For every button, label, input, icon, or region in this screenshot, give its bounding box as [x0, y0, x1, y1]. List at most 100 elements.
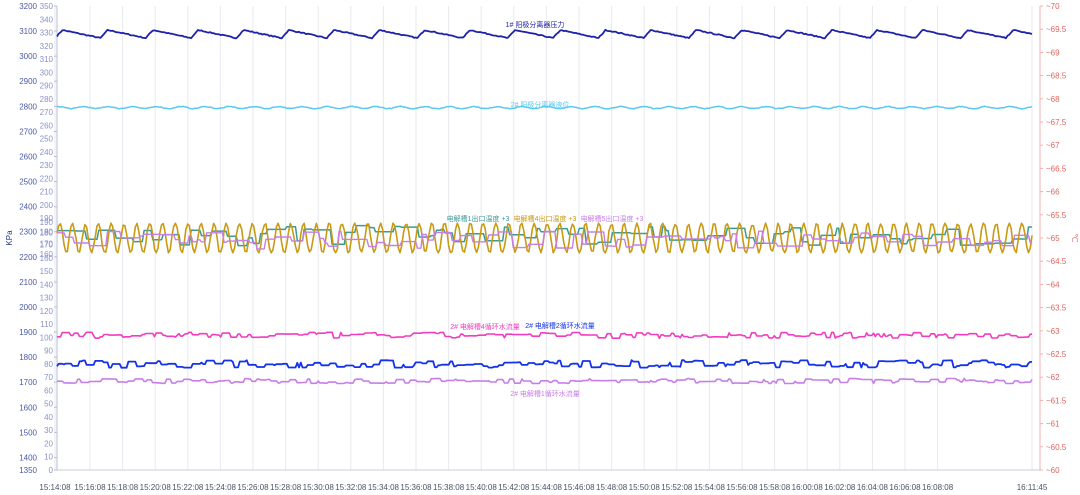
x-tick-label: 16:11:45 — [1017, 483, 1048, 492]
y-tick-secondary: 30 — [44, 426, 53, 435]
y-tick-secondary: 110 — [40, 320, 53, 329]
series-line — [56, 105, 1033, 110]
y-tick-secondary: 240 — [40, 148, 54, 157]
y-tick-temp: ~64 — [1046, 280, 1060, 289]
y-tick-secondary: 60 — [44, 386, 53, 395]
series-line — [57, 230, 1032, 250]
y-tick-temp: ~67.5 — [1046, 118, 1067, 127]
y-tick-secondary: 170 — [40, 241, 54, 250]
y-tick-temp: ~69 — [1046, 48, 1060, 57]
y-tick-secondary: 340 — [40, 15, 54, 24]
x-tick-label: 16:08:08 — [922, 483, 954, 492]
series-group — [56, 28, 1033, 385]
x-tick-label: 15:18:08 — [107, 483, 139, 492]
x-tick-label: 15:38:08 — [433, 483, 465, 492]
y-tick-secondary: 350 — [40, 2, 54, 11]
y-tick-temp: ~65.5 — [1046, 211, 1067, 220]
y-tick-kpa: 2800 — [19, 102, 37, 111]
y-tick-temp: ~70 — [1046, 2, 1060, 11]
y-tick-inner: 170 — [40, 239, 54, 248]
y-tick-secondary: 10 — [44, 453, 53, 462]
y-tick-secondary: 0 — [49, 466, 54, 475]
y-tick-kpa: 1500 — [19, 428, 37, 437]
y-tick-secondary: 80 — [44, 360, 53, 369]
y-tick-temp: ~64.5 — [1046, 257, 1067, 266]
y-tick-kpa: 1900 — [19, 328, 37, 337]
series-label: 电解槽4出口温度 +3 — [514, 214, 577, 223]
x-tick-label: 16:00:08 — [792, 483, 824, 492]
y-tick-secondary: 120 — [40, 307, 54, 316]
y-tick-secondary: 190 — [40, 214, 54, 223]
series-line — [56, 28, 1033, 40]
y-tick-secondary: 300 — [40, 68, 54, 77]
x-tick-label: 15:44:08 — [531, 483, 563, 492]
x-tick-label: 15:28:08 — [270, 483, 302, 492]
x-tick-label: 15:20:08 — [140, 483, 172, 492]
y-axis-title-left: KPa — [5, 230, 14, 246]
y-tick-secondary: 140 — [40, 280, 54, 289]
y-tick-kpa: 1400 — [19, 453, 37, 462]
x-tick-label: 15:22:08 — [172, 483, 204, 492]
y-tick-secondary: 40 — [44, 413, 53, 422]
y-tick-temp: ~66 — [1046, 188, 1060, 197]
series-label: 2# 阳极分离器液位 — [511, 100, 570, 109]
y-tick-kpa: 3200 — [19, 2, 37, 11]
y-tick-secondary: 200 — [40, 201, 54, 210]
y-tick-secondary: 180 — [40, 227, 54, 236]
y-tick-kpa: 2700 — [19, 127, 37, 136]
series-line — [56, 359, 1032, 369]
y-tick-kpa: 2100 — [19, 278, 37, 287]
y-tick-kpa: 2200 — [19, 253, 37, 262]
y-axis-title-right: ℃ — [1070, 234, 1079, 243]
y-tick-temp: ~63.5 — [1046, 304, 1067, 313]
x-tick-label: 15:48:08 — [596, 483, 628, 492]
y-tick-secondary: 280 — [40, 95, 54, 104]
x-tick-label: 15:32:08 — [335, 483, 367, 492]
y-tick-secondary: 150 — [40, 267, 54, 276]
y-tick-inner: 190 — [40, 218, 54, 227]
y-tick-temp: ~68.5 — [1046, 72, 1067, 81]
y-tick-temp: ~61 — [1046, 420, 1060, 429]
x-tick-label: 15:54:08 — [694, 483, 726, 492]
y-tick-kpa: 3100 — [19, 27, 37, 36]
x-tick-label: 15:26:08 — [237, 483, 269, 492]
axes: 15:14:08 15:16:08 15:18:08 15:20:08 15:22:08… — [5, 2, 1079, 492]
series-label: 2# 电解槽4循环水流量 — [450, 322, 520, 331]
x-tick-label: 15:34:08 — [368, 483, 400, 492]
series-label: 1# 阳极分离器压力 — [506, 20, 565, 29]
x-tick-label: 15:52:08 — [661, 483, 693, 492]
y-tick-secondary: 220 — [40, 174, 54, 183]
x-tick-label: 15:56:08 — [726, 483, 758, 492]
y-tick-secondary: 260 — [40, 121, 54, 130]
y-tick-secondary: 160 — [40, 254, 54, 263]
series-labels: 1# 阳极分离器压力 2# 阳极分离器液位 2# 电解槽1循环水流量 电解槽1出口温度… — [447, 20, 644, 398]
x-tick-label: 15:46:08 — [563, 483, 595, 492]
y-tick-kpa: 2400 — [19, 203, 37, 212]
series-label: 电解槽1出口温度 +3 — [447, 214, 510, 223]
y-tick-secondary: 330 — [40, 29, 54, 38]
y-tick-temp: ~66.5 — [1046, 164, 1067, 173]
x-tick-label: 16:06:08 — [889, 483, 921, 492]
x-tick-label: 15:16:08 — [74, 483, 106, 492]
y-tick-kpa: 1350 — [19, 466, 37, 475]
x-tick-label: 15:14:08 — [39, 483, 71, 492]
x-tick-label: 15:40:08 — [466, 483, 498, 492]
x-tick-label: 15:42:08 — [498, 483, 530, 492]
y-tick-secondary: 130 — [40, 294, 54, 303]
y-tick-secondary: 100 — [40, 333, 54, 342]
y-tick-secondary: 50 — [44, 400, 53, 409]
x-tick-label: 15:36:08 — [400, 483, 432, 492]
y-tick-secondary: 210 — [40, 188, 54, 197]
y-tick-temp: ~67 — [1046, 141, 1060, 150]
x-tick-label: 16:02:08 — [824, 483, 856, 492]
y-tick-secondary: 270 — [40, 108, 54, 117]
y-tick-kpa: 3000 — [19, 52, 37, 61]
y-tick-temp: ~62 — [1046, 373, 1060, 382]
y-tick-kpa: 1600 — [19, 403, 37, 412]
y-tick-secondary: 310 — [40, 55, 54, 64]
y-tick-inner: 180 — [40, 229, 54, 238]
series-line — [57, 377, 1033, 385]
y-tick-inner: 160 — [40, 250, 54, 259]
x-tick-label: 15:50:08 — [629, 483, 661, 492]
